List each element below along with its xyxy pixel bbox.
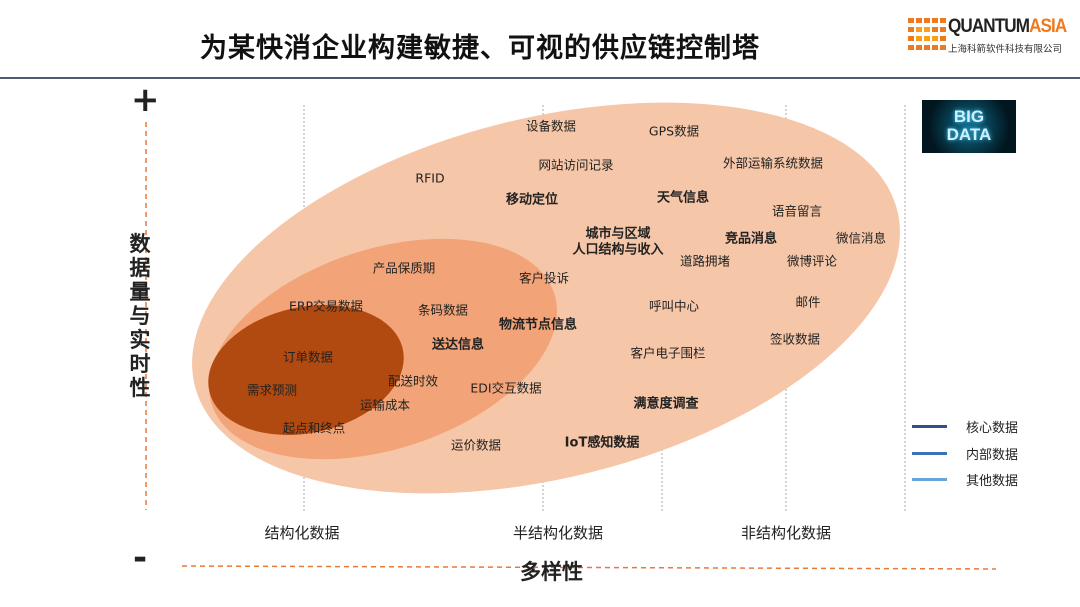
legend-item-core: 核心数据 bbox=[912, 416, 1032, 436]
data-item: 配送时效 bbox=[387, 373, 439, 389]
data-item: 呼叫中心 bbox=[648, 298, 700, 314]
data-item: 物流节点信息 bbox=[498, 317, 578, 333]
data-item: 满意度调查 bbox=[633, 396, 699, 412]
data-item: 微信消息 bbox=[835, 230, 887, 246]
legend-item-internal: 内部数据 bbox=[912, 443, 1032, 463]
data-item: 运输成本 bbox=[359, 397, 411, 413]
data-item: 客户电子围栏 bbox=[630, 345, 706, 361]
data-item: 外部运输系统数据 bbox=[722, 155, 824, 171]
data-item: 竞品消息 bbox=[724, 231, 778, 247]
data-item: 天气信息 bbox=[656, 190, 710, 206]
page-title: 为某快消企业构建敏捷、可视的供应链控制塔 bbox=[200, 33, 760, 64]
logo-brand: QUANTUM bbox=[948, 16, 1030, 37]
logo-subtitle: 上海科箭软件科技有限公司 bbox=[948, 44, 1063, 55]
inner-ellipse bbox=[208, 305, 404, 435]
y-axis-minus: - bbox=[133, 538, 148, 578]
data-item: 道路拥堵 bbox=[679, 253, 731, 269]
data-item: RFID bbox=[415, 170, 445, 186]
data-item: 邮件 bbox=[795, 294, 821, 310]
data-item: 网站访问记录 bbox=[538, 157, 614, 173]
data-item: GPS数据 bbox=[648, 123, 700, 139]
data-item: 起点和终点 bbox=[282, 420, 346, 436]
logo-grid-icon bbox=[908, 18, 948, 52]
data-item: 语音留言 bbox=[771, 203, 823, 219]
category-label: 结构化数据 bbox=[264, 524, 340, 542]
company-logo: QUANTUMASIA 上海科箭软件科技有限公司 bbox=[908, 16, 1068, 56]
data-item: 条码数据 bbox=[417, 302, 469, 318]
data-item: ERP交易数据 bbox=[288, 298, 364, 314]
category-label: 非结构化数据 bbox=[740, 524, 832, 542]
data-item: 送达信息 bbox=[431, 337, 485, 353]
data-item: EDI交互数据 bbox=[470, 380, 542, 396]
data-item: 城市与区域 bbox=[585, 226, 651, 242]
data-item: 微博评论 bbox=[786, 253, 838, 269]
big-data-image: BIG DATA bbox=[922, 100, 1016, 153]
data-item: 订单数据 bbox=[282, 349, 334, 365]
data-item: 签收数据 bbox=[769, 331, 821, 347]
logo-brand-accent: ASIA bbox=[1029, 16, 1067, 37]
data-item: 运价数据 bbox=[450, 437, 502, 453]
x-axis-label: 多样性 bbox=[520, 560, 583, 584]
legend-item-other: 其他数据 bbox=[912, 469, 1032, 489]
y-axis-label: 数据量与实时性 bbox=[129, 232, 151, 400]
data-item: 人口结构与收入 bbox=[572, 242, 664, 258]
category-label: 半结构化数据 bbox=[512, 524, 604, 542]
header-divider bbox=[0, 77, 1080, 79]
y-axis-plus: + bbox=[131, 80, 160, 120]
data-item: 移动定位 bbox=[505, 192, 559, 208]
x-axis-line bbox=[181, 565, 997, 570]
data-item: 需求预测 bbox=[246, 382, 298, 398]
data-item: IoT感知数据 bbox=[564, 435, 640, 451]
data-item: 产品保质期 bbox=[372, 260, 436, 276]
data-item: 客户投诉 bbox=[518, 270, 570, 286]
data-item: 设备数据 bbox=[525, 118, 577, 134]
